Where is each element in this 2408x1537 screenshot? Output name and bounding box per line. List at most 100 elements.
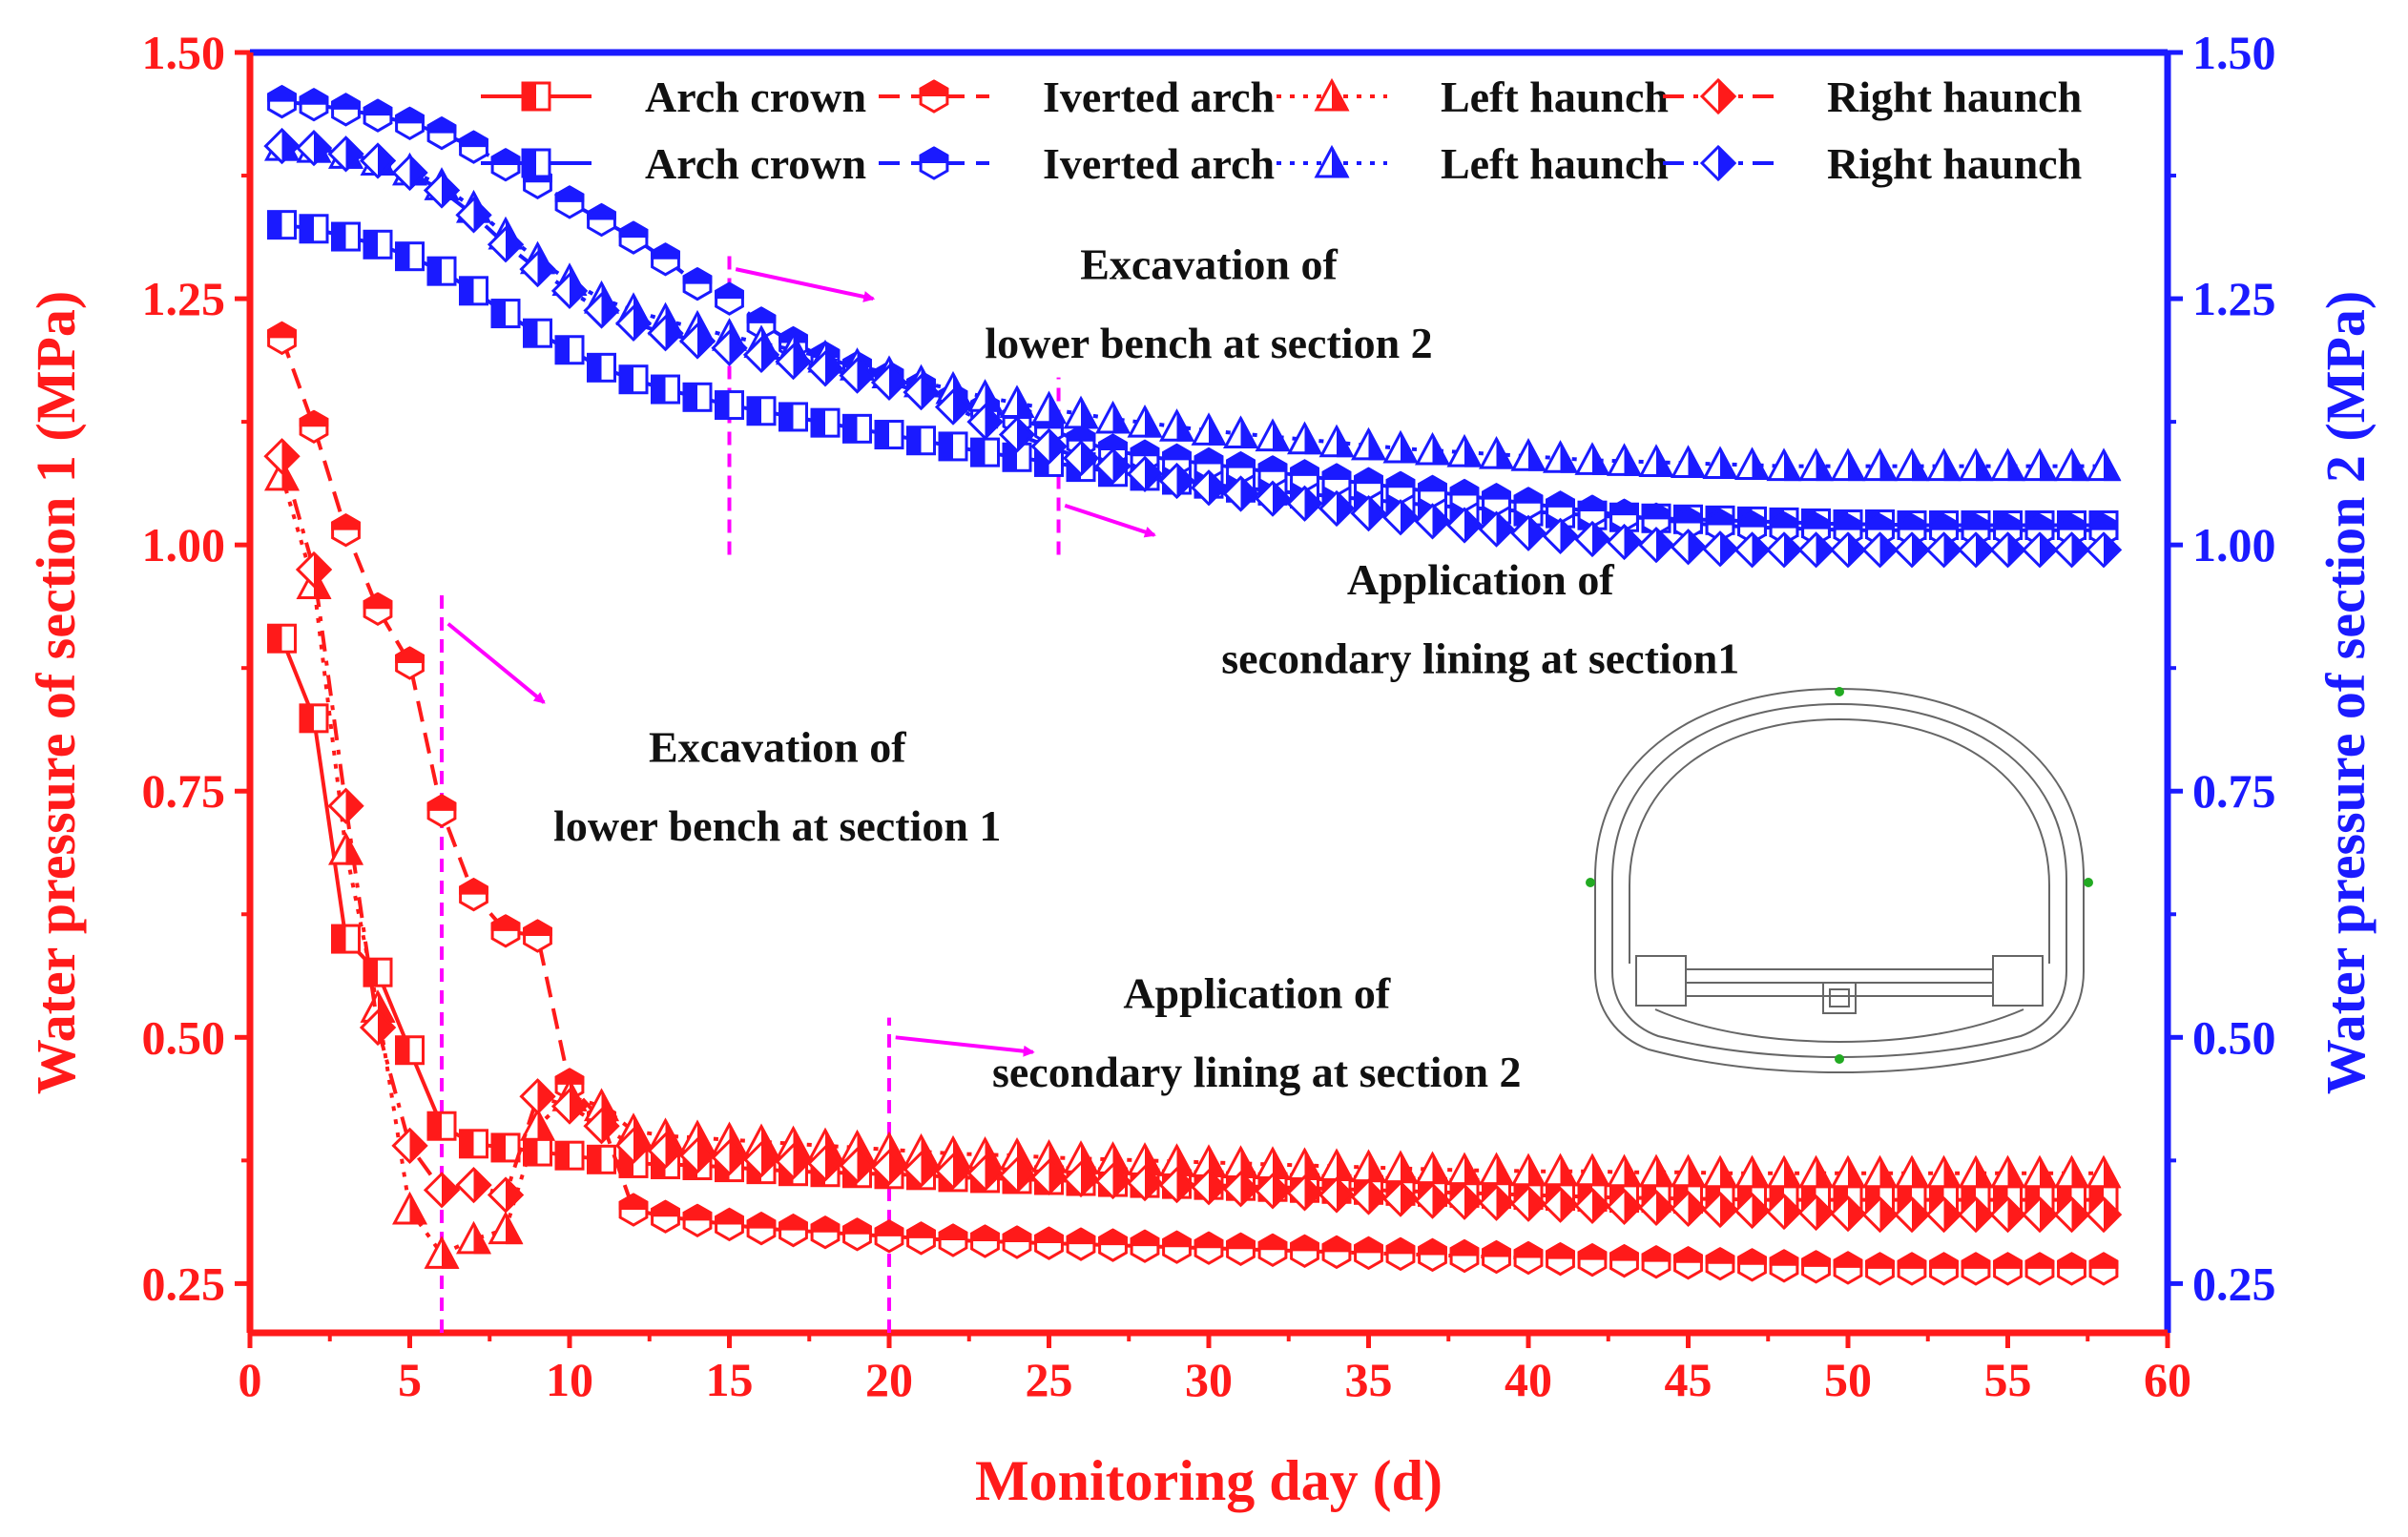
annotation-text-group: Excavation of lower bench at section 1 E…: [553, 239, 1739, 1095]
triangle-point-fill: [2040, 1156, 2057, 1189]
triangle-point-fill: [281, 459, 300, 491]
hexagon-point-fill: [1897, 513, 1927, 530]
x-tick-label: 5: [398, 1353, 422, 1406]
diamond-point-fill: [761, 1142, 779, 1177]
series-line: [280, 337, 2104, 1271]
diamond-point-fill: [793, 344, 812, 380]
hexagon-point-fill: [2024, 513, 2055, 530]
diamond-point-fill: [1560, 1187, 1579, 1222]
annotation-4-line1: Application of: [1123, 968, 1391, 1017]
triangle-point-fill: [1337, 1150, 1354, 1182]
hexagon-point-fill: [1321, 1236, 1352, 1253]
hexagon-point-fill: [1098, 434, 1128, 451]
hexagon-point-fill: [1609, 1244, 1639, 1261]
triangle-point-fill: [1273, 1148, 1290, 1179]
diamond-point-fill: [825, 1146, 843, 1181]
triangle-point-fill: [1560, 1154, 1578, 1187]
diamond-point-fill: [1848, 1196, 1866, 1232]
hexagon-point-fill: [1929, 1252, 1959, 1269]
square-point-fill: [843, 415, 858, 443]
diamond-point-fill: [697, 323, 716, 359]
diamond-point-fill: [1304, 1175, 1323, 1211]
series-section1-iverted-arch: [267, 321, 2119, 1286]
square-point-fill: [428, 258, 442, 285]
diamond-point-fill: [1368, 1179, 1387, 1215]
y-right-tick-label: 0.75: [2192, 764, 2276, 818]
triangle-point-fill: [1368, 428, 1386, 461]
triangle-point-fill: [1176, 1145, 1194, 1176]
hexagon-point-fill: [1833, 513, 1863, 530]
square-point-fill: [1004, 444, 1017, 471]
square-point-fill: [524, 320, 538, 347]
diamond-point-fill: [1656, 1190, 1674, 1225]
hexagon-point-fill: [2024, 1252, 2055, 1269]
hexagon-point-fill: [1705, 509, 1735, 526]
triangle-point-fill: [1432, 434, 1450, 466]
triangle-point-fill: [1720, 447, 1737, 480]
hexagon-point-fill: [1226, 1233, 1256, 1250]
hexagon-point-fill: [746, 306, 777, 323]
hexagon-point-fill: [523, 919, 552, 936]
diamond-point-fill: [697, 1138, 716, 1174]
diamond-point-fill: [1976, 532, 1994, 568]
x-axis-title: Monitoring day (d): [975, 1449, 1443, 1512]
hexagon-point-fill: [1257, 455, 1288, 472]
annotation-4-line2: secondary lining at section 2: [992, 1048, 1522, 1096]
diamond-point-fill: [1656, 528, 1674, 563]
diamond-point-fill: [601, 1109, 620, 1144]
diamond-point-fill: [1112, 1164, 1131, 1199]
annotation-arrow: [735, 267, 876, 302]
legend-hexagon-marker-fill: [919, 80, 949, 96]
triangle-point-fill: [1688, 1155, 1706, 1188]
diamond-point-fill: [1432, 504, 1451, 539]
triangle-point-fill: [1081, 1142, 1098, 1174]
triangle-point-fill: [1592, 444, 1609, 475]
diamond-point-fill: [825, 351, 843, 386]
diamond-point-fill: [1401, 500, 1419, 535]
triangle-point-fill: [1304, 423, 1322, 455]
diamond-point-fill: [570, 1089, 588, 1124]
square-point-fill: [301, 704, 314, 732]
diamond-point-fill: [1145, 456, 1163, 491]
hexagon-point-fill: [331, 93, 361, 110]
triangle-point-fill: [1592, 1154, 1609, 1187]
y-left-tick-label: 1.50: [142, 26, 226, 79]
hexagon-point-fill: [1290, 459, 1319, 476]
hexagon-point-fill: [587, 203, 616, 220]
triangle-point-fill: [473, 1222, 491, 1255]
diamond-point-fill: [1624, 525, 1643, 560]
hexagon-point-fill: [331, 513, 361, 530]
legend-square-marker-fill: [523, 150, 536, 177]
diamond-point-fill: [1879, 1197, 1899, 1233]
hexagon-point-fill: [715, 1208, 744, 1225]
hexagon-point-fill: [810, 1215, 841, 1233]
annotation-arrow: [446, 622, 546, 704]
diamond-point-fill: [2104, 1197, 2122, 1233]
diamond-point-fill: [633, 305, 652, 341]
square-point-fill: [971, 439, 986, 467]
diamond-point-fill: [281, 129, 301, 164]
diamond-point-fill: [1560, 518, 1579, 553]
legend: Arch crown Iverted arch Left haunch Righ…: [481, 73, 2082, 188]
triangle-point-fill: [1752, 1156, 1770, 1189]
series-section1-right-haunch: [263, 438, 2123, 1234]
triangle-point-fill: [2040, 449, 2057, 482]
hexagon-point-fill: [1513, 1241, 1544, 1258]
triangle-point-fill: [1240, 1147, 1258, 1178]
hexagon-point-fill: [651, 1200, 680, 1217]
triangle-point-fill: [1848, 449, 1865, 482]
diamond-point-fill: [1017, 1157, 1035, 1193]
hexagon-point-fill: [1449, 479, 1480, 496]
triangle-point-fill: [1112, 1143, 1131, 1174]
y-right-tick-label: 0.25: [2192, 1257, 2276, 1310]
triangle-point-fill: [1976, 449, 1993, 482]
diamond-point-fill: [633, 1128, 652, 1163]
triangle-point-fill: [1496, 438, 1514, 469]
diamond-point-fill: [889, 1150, 907, 1185]
square-point-fill: [268, 211, 282, 239]
square-point-fill: [364, 231, 378, 259]
square-point-fill: [301, 215, 314, 242]
hexagon-point-fill: [1418, 1238, 1447, 1256]
hexagon-point-fill: [874, 1219, 904, 1236]
diamond-point-fill: [1048, 1159, 1068, 1194]
